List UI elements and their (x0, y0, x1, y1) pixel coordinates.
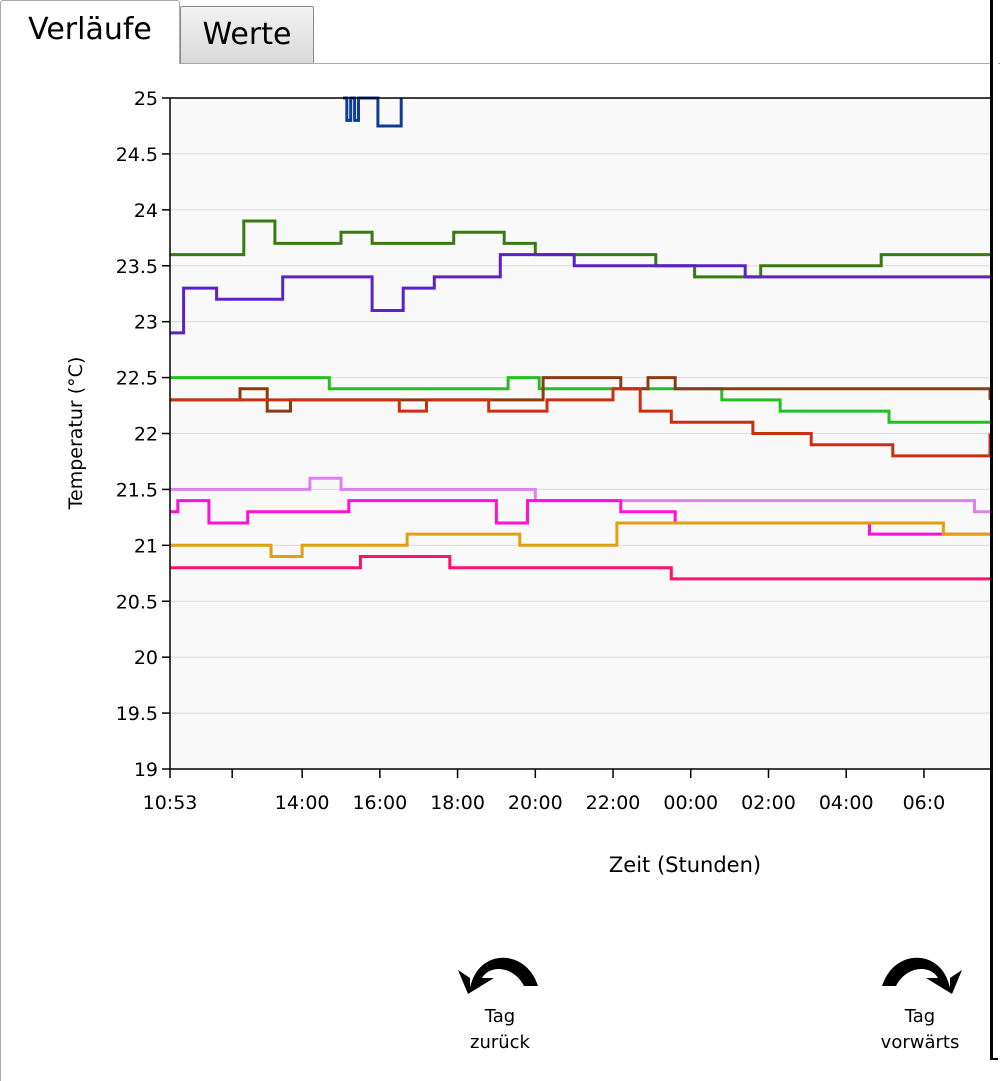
right-edge-frame (990, 0, 998, 1060)
x-tick-label: 04:00 (819, 792, 874, 814)
x-tick-label: 10:53 (143, 792, 198, 814)
series-line-1 (170, 219, 990, 279)
y-tick-label: 23 (134, 312, 158, 334)
tab-verlaeufe[interactable]: Verläufe (0, 0, 180, 64)
rotate-left-arrow-icon (458, 957, 538, 994)
y-tick-label: 22 (134, 424, 158, 446)
series-line-8 (170, 521, 990, 558)
y-tick-label: 19.5 (116, 703, 158, 725)
series-line-2 (170, 253, 990, 335)
y-tick-label: 20 (134, 647, 158, 669)
day-back-label-line2: zurück (470, 1032, 530, 1053)
x-tick-label: 06:0 (903, 792, 946, 814)
series-line-6 (170, 476, 990, 514)
y-tick-label: 25 (134, 88, 158, 110)
x-tick-label: 20:00 (508, 792, 563, 814)
y-axis-label: Temperatur (°C) (65, 357, 87, 511)
day-forward-label-line2: vorwärts (880, 1032, 960, 1053)
day-back-label-line1: Tag (484, 1006, 516, 1027)
x-tick-label: 16:00 (352, 792, 407, 814)
x-tick-label: 18:00 (430, 792, 485, 814)
day-forward-label-line1: Tag (904, 1006, 936, 1027)
y-tick-label: 24 (134, 200, 158, 222)
x-tick-label: 22:00 (586, 792, 641, 814)
y-tick-label: 21.5 (116, 479, 158, 501)
series-line-9 (170, 555, 990, 581)
series-line-5 (170, 387, 992, 458)
x-tick-label: 02:00 (741, 792, 796, 814)
day-forward-button[interactable]: Tag vorwärts (860, 940, 980, 1060)
y-tick-label: 23.5 (116, 256, 158, 278)
x-tick-label: 14:00 (275, 792, 330, 814)
rotate-right-arrow-icon (882, 957, 962, 994)
series-line-10 (342, 96, 403, 128)
y-tick-label: 20.5 (116, 591, 158, 613)
x-axis-label: Zeit (Stunden) (609, 853, 761, 877)
series-line-4 (170, 376, 992, 413)
y-tick-label: 24.5 (116, 144, 158, 166)
y-tick-label: 19 (134, 759, 158, 781)
x-tick-label: 00:00 (663, 792, 718, 814)
y-tick-label: 21 (134, 535, 158, 557)
day-back-button[interactable]: Tag zurück (440, 940, 560, 1060)
series-line-7 (170, 499, 990, 536)
tab-werte[interactable]: Werte (180, 6, 314, 63)
y-tick-label: 22.5 (116, 368, 158, 390)
